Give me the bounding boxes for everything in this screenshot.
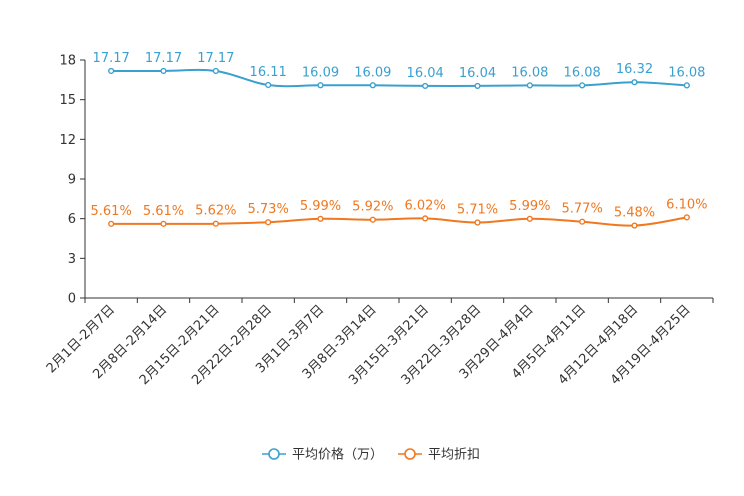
data-point[interactable] xyxy=(369,82,376,89)
data-label: 5.92% xyxy=(352,200,393,215)
y-tick-label: 3 xyxy=(68,252,76,267)
data-point[interactable] xyxy=(317,82,324,89)
data-point[interactable] xyxy=(526,215,533,222)
data-point[interactable] xyxy=(474,219,481,226)
data-label: 5.61% xyxy=(143,204,184,219)
y-tick-label: 18 xyxy=(59,54,76,69)
data-point[interactable] xyxy=(474,82,481,90)
data-point[interactable] xyxy=(579,218,586,225)
series-line xyxy=(111,216,687,227)
data-label: 17.17 xyxy=(197,51,234,66)
legend-marker-icon xyxy=(404,448,416,460)
data-point[interactable] xyxy=(683,82,690,89)
data-label: 6.02% xyxy=(405,198,446,213)
data-label: 16.08 xyxy=(668,65,705,80)
data-label: 16.08 xyxy=(564,65,601,80)
data-point[interactable] xyxy=(317,215,324,222)
data-point[interactable] xyxy=(265,81,272,89)
data-label: 5.62% xyxy=(195,204,236,219)
y-tick-label: 15 xyxy=(59,93,76,108)
y-tick-label: 9 xyxy=(68,173,76,188)
data-point[interactable] xyxy=(212,67,219,75)
y-tick-label: 0 xyxy=(68,292,76,307)
data-label: 16.32 xyxy=(616,62,653,77)
legend[interactable]: 平均价格（万） 平均折扣 xyxy=(262,447,480,463)
data-point[interactable] xyxy=(212,220,219,227)
data-label: 6.10% xyxy=(666,197,707,212)
data-label: 17.17 xyxy=(145,51,182,66)
data-point[interactable] xyxy=(160,67,167,75)
data-point[interactable] xyxy=(108,67,115,75)
data-label: 5.48% xyxy=(614,206,655,221)
series-1: 17.17 17.17 17.17 16.11 16.09 16.09 16.04 16.04… xyxy=(93,51,705,90)
data-point[interactable] xyxy=(579,82,586,89)
legend-label: 平均价格（万） xyxy=(292,447,383,463)
axes: 03691215182月1日-2月7日2月8日-2月14日2月15日-2月21日… xyxy=(44,54,714,388)
series-layer: 17.17 17.17 17.17 16.11 16.09 16.09 16.04 16.04… xyxy=(91,51,707,229)
data-point[interactable] xyxy=(631,222,638,229)
data-label: 5.61% xyxy=(91,204,132,219)
data-label: 5.71% xyxy=(457,203,498,218)
data-label: 16.09 xyxy=(302,65,339,80)
data-label: 16.04 xyxy=(407,66,444,81)
data-label: 5.77% xyxy=(562,202,603,217)
data-point[interactable] xyxy=(108,220,115,227)
series-line xyxy=(111,68,687,88)
data-label: 5.99% xyxy=(300,199,341,214)
legend-marker-icon xyxy=(268,448,280,460)
data-label: 5.73% xyxy=(248,202,289,217)
y-tick-label: 6 xyxy=(68,212,76,227)
data-label: 16.09 xyxy=(354,65,391,80)
data-label: 5.99% xyxy=(509,199,550,214)
data-label: 17.17 xyxy=(93,51,130,66)
series-2: 5.61% 5.61% 5.62% 5.73% 5.99% 5.92% 6.02% 5.71%… xyxy=(91,197,707,229)
data-label: 16.08 xyxy=(511,65,548,80)
legend-item-1[interactable]: 平均价格（万） xyxy=(262,447,383,463)
data-point[interactable] xyxy=(526,82,533,89)
data-point[interactable] xyxy=(369,216,376,223)
data-point[interactable] xyxy=(683,214,690,221)
legend-item-2[interactable]: 平均折扣 xyxy=(398,448,480,463)
data-point[interactable] xyxy=(160,220,167,227)
data-point[interactable] xyxy=(631,79,638,86)
y-tick-label: 12 xyxy=(59,133,76,148)
data-point[interactable] xyxy=(422,215,429,222)
data-point[interactable] xyxy=(265,219,272,226)
data-label: 16.04 xyxy=(459,66,496,81)
data-point[interactable] xyxy=(422,82,429,90)
legend-label: 平均折扣 xyxy=(428,448,480,463)
data-label: 16.11 xyxy=(250,65,287,80)
